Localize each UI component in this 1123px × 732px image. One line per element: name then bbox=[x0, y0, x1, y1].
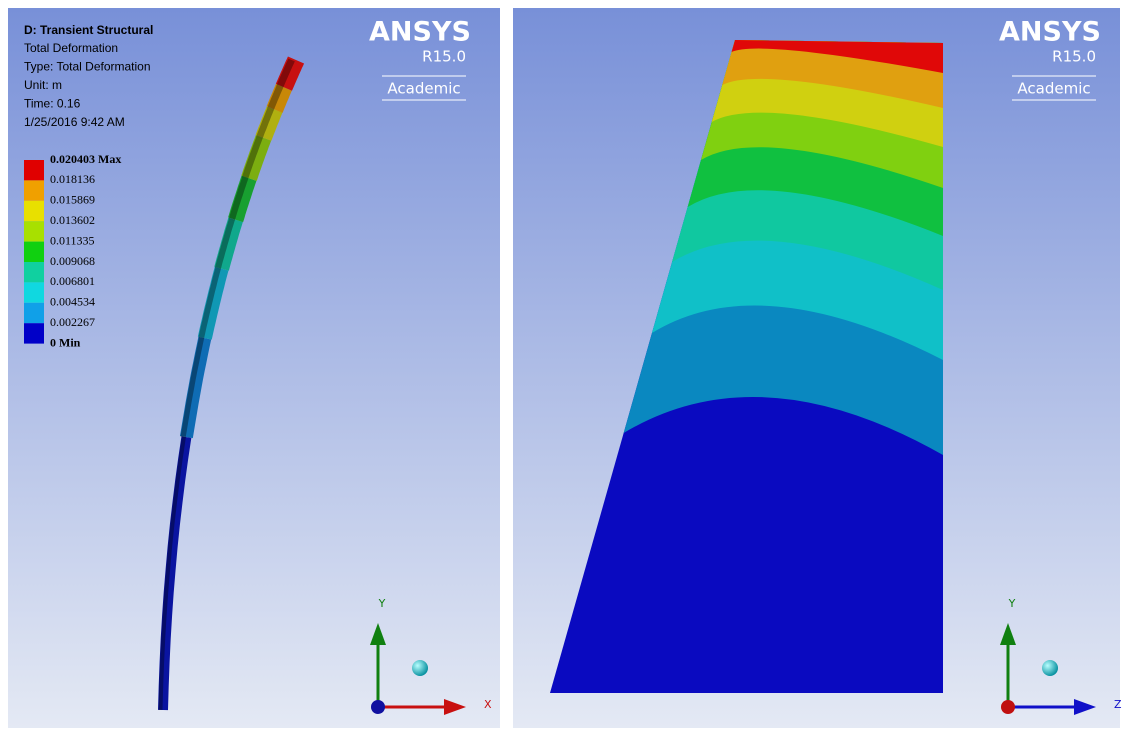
screenshot: D: Transient Structural Total Deformatio… bbox=[0, 0, 1123, 732]
page: {"left_panel": {"header": {"title": "D: … bbox=[0, 0, 1123, 732]
triad-origin bbox=[371, 700, 385, 714]
legend-swatch bbox=[24, 323, 44, 343]
legend-label: 0.015869 bbox=[50, 193, 95, 207]
logo-version: R15.0 bbox=[422, 48, 466, 66]
legend-label: 0.002267 bbox=[50, 315, 95, 329]
legend-label: 0.020403 Max bbox=[50, 152, 121, 166]
triad-label: Y bbox=[1008, 597, 1016, 610]
legend-label: 0.004534 bbox=[50, 295, 95, 309]
legend-label: 0.011335 bbox=[50, 233, 95, 247]
result-title: D: Transient Structural bbox=[24, 23, 153, 37]
triad-label: Z bbox=[1114, 698, 1122, 711]
legend-swatch bbox=[24, 282, 44, 302]
legend-label: 0 Min bbox=[50, 335, 81, 349]
triad-origin bbox=[1001, 700, 1015, 714]
logo-name: ANSYS bbox=[369, 17, 471, 48]
result-info: 1/25/2016 9:42 AM bbox=[24, 115, 125, 129]
logo-edition: Academic bbox=[387, 80, 460, 98]
triad-sphere bbox=[1042, 660, 1058, 676]
legend-swatch bbox=[24, 303, 44, 323]
triad-sphere bbox=[412, 660, 428, 676]
legend-label: 0.006801 bbox=[50, 274, 95, 288]
logo-edition: Academic bbox=[1017, 80, 1090, 98]
logo-version: R15.0 bbox=[1052, 48, 1096, 66]
result-info: Unit: m bbox=[24, 78, 62, 92]
legend-swatch bbox=[24, 242, 44, 262]
legend-swatch bbox=[24, 221, 44, 241]
legend-label: 0.018136 bbox=[50, 172, 95, 186]
legend-label: 0.013602 bbox=[50, 213, 95, 227]
triad-label: Y bbox=[378, 597, 386, 610]
legend-swatch bbox=[24, 201, 44, 221]
legend-swatch bbox=[24, 262, 44, 282]
result-info: Type: Total Deformation bbox=[24, 60, 151, 74]
legend-label: 0.009068 bbox=[50, 254, 95, 268]
legend-swatch bbox=[24, 160, 44, 180]
triad-label: X bbox=[484, 698, 492, 711]
legend-swatch bbox=[24, 180, 44, 200]
logo-name: ANSYS bbox=[999, 17, 1101, 48]
result-info: Total Deformation bbox=[24, 41, 118, 55]
result-info: Time: 0.16 bbox=[24, 97, 81, 111]
